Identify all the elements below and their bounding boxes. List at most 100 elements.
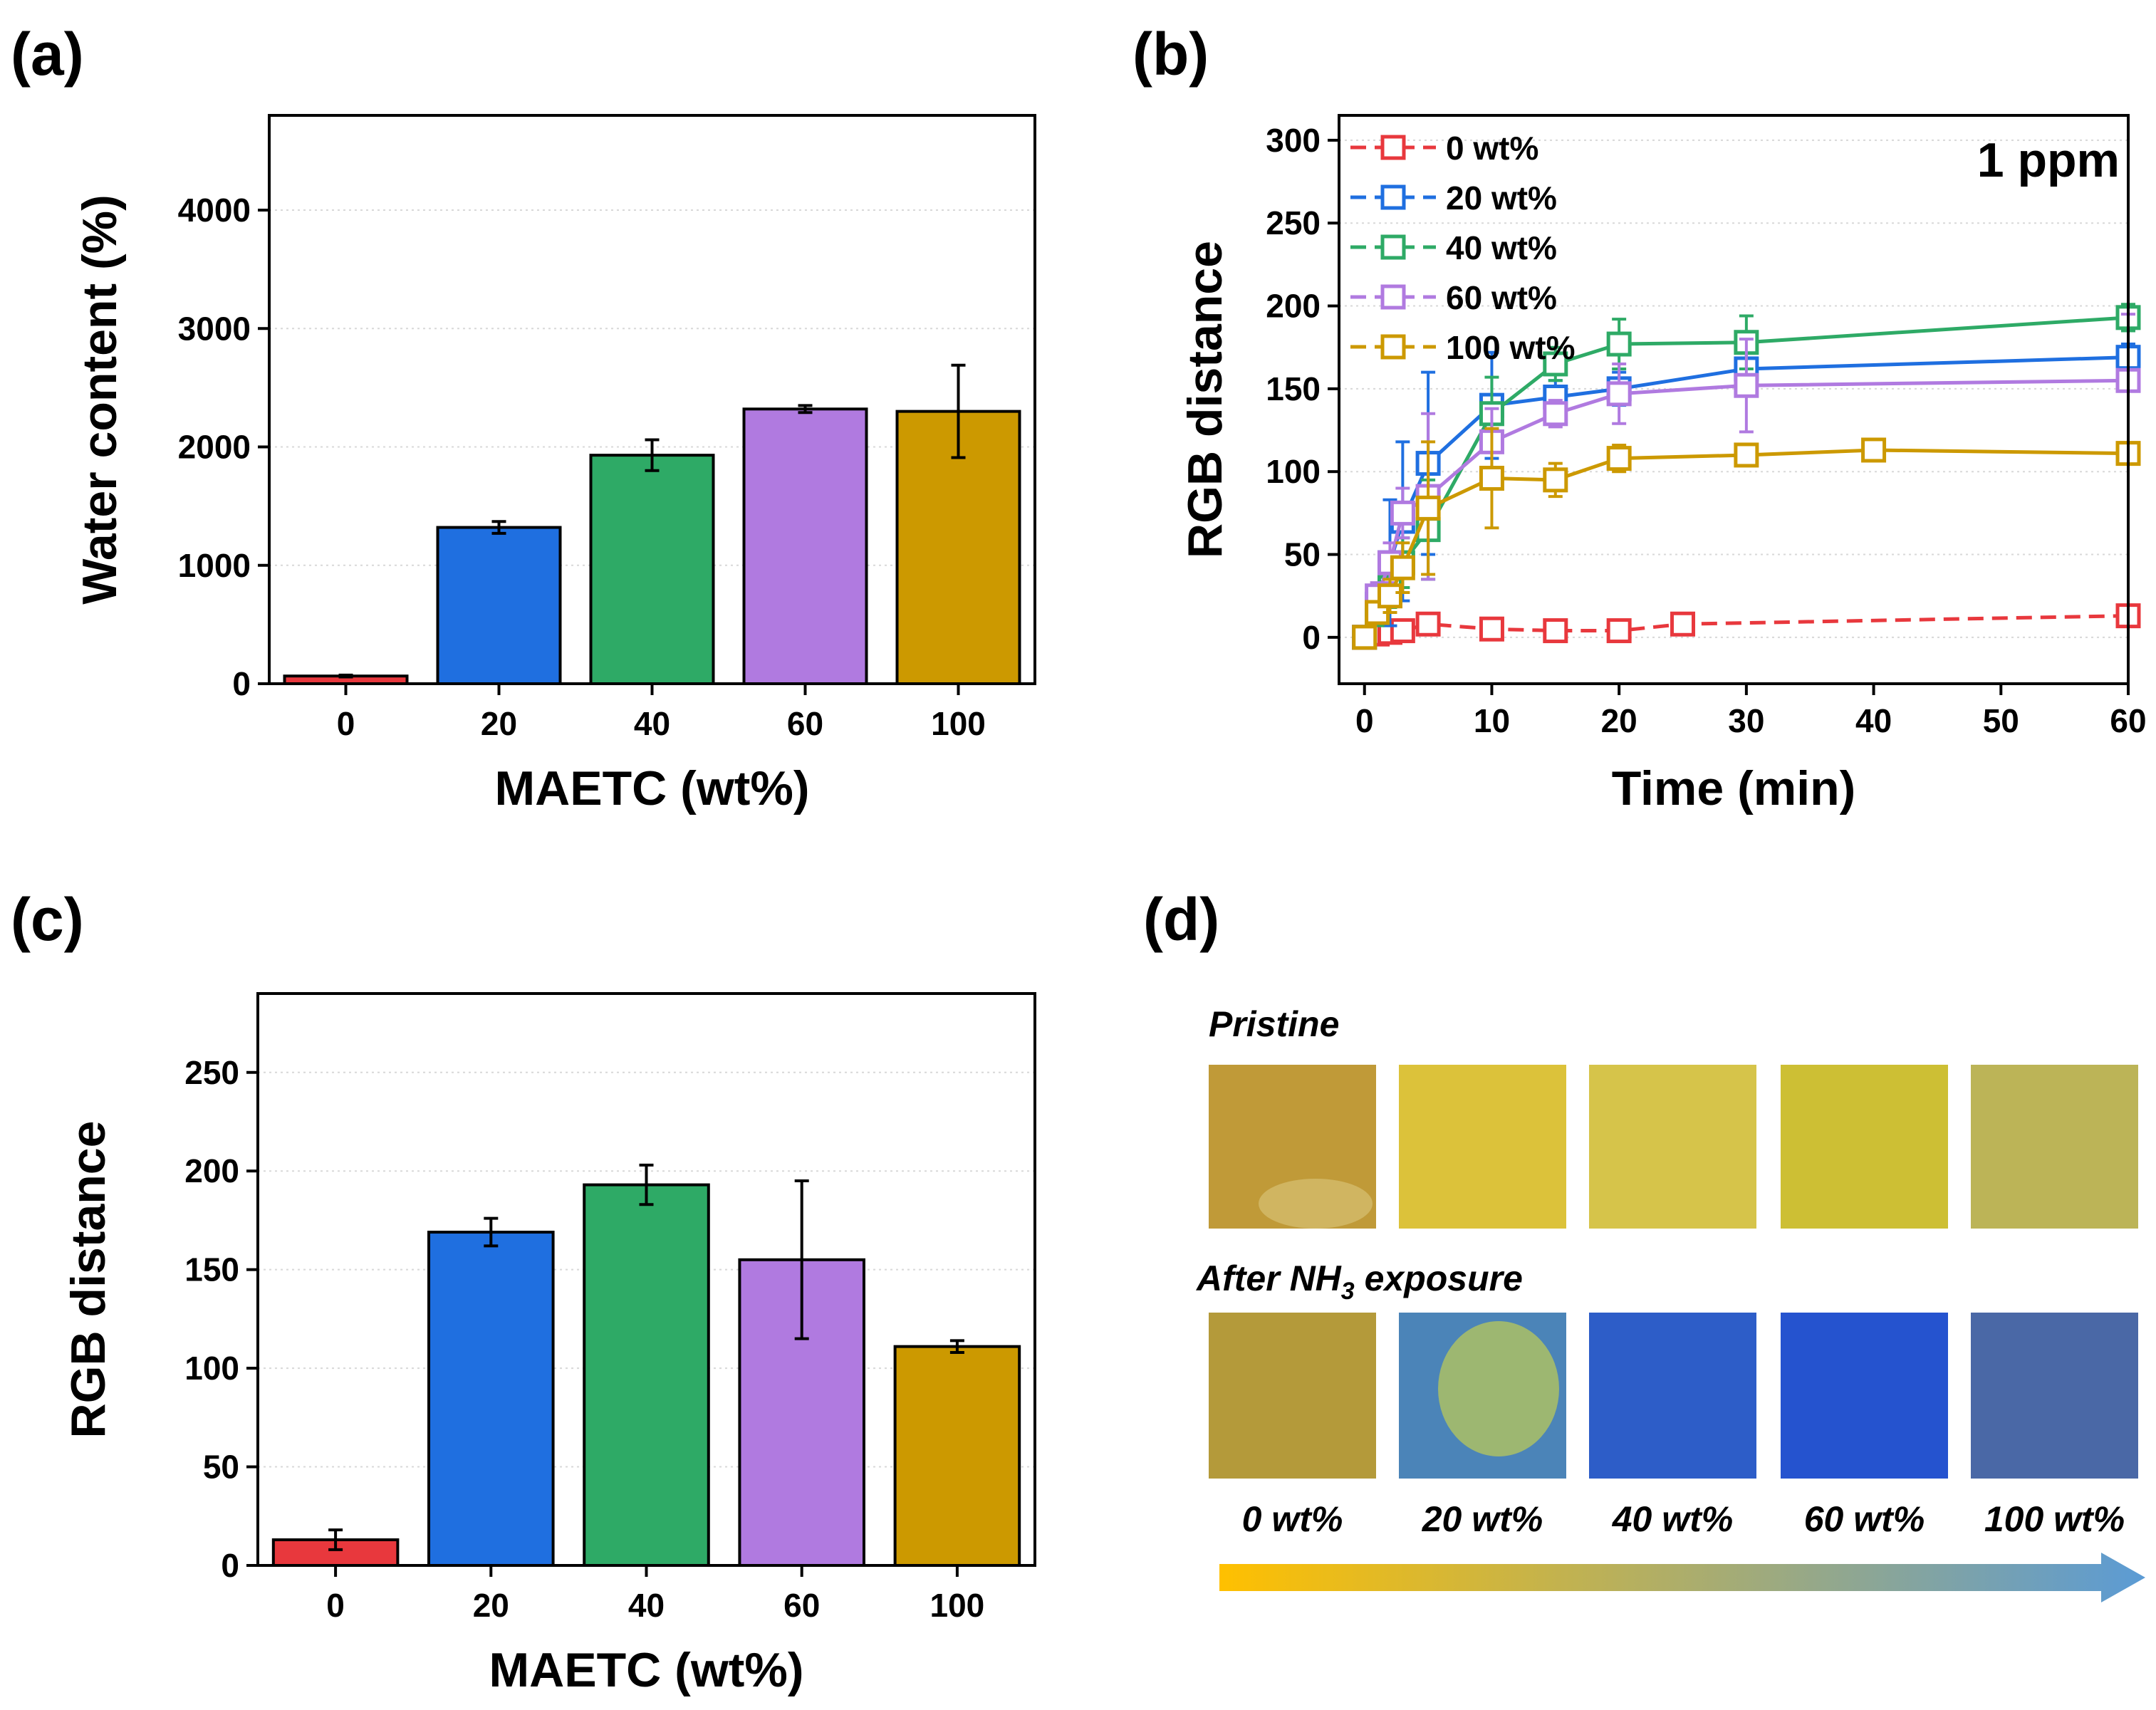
x-tick-label: 50 <box>1983 702 2019 739</box>
data-point <box>1479 466 1504 491</box>
y-tick-label: 150 <box>1266 370 1321 407</box>
exposed-sample-square <box>1781 1313 1948 1479</box>
exposed-sample-square <box>1971 1313 2138 1479</box>
y-tick-label: 300 <box>1266 122 1321 159</box>
bar <box>427 1231 555 1567</box>
chart-annotation: 1 ppm <box>1977 133 2120 187</box>
legend-marker <box>1380 135 1406 160</box>
legend-marker <box>1380 184 1406 210</box>
y-tick-label: 100 <box>1266 453 1321 490</box>
series-line <box>1363 448 2129 638</box>
x-tick-label: 40 <box>1855 702 1892 739</box>
x-tick-label: 0 <box>337 705 355 742</box>
panel-label-a: (a) <box>11 21 84 88</box>
y-tick-label: 200 <box>184 1152 239 1189</box>
after-label-sub: 3 <box>1341 1278 1355 1305</box>
data-point <box>1606 446 1632 471</box>
sample-label: 0 wt% <box>1242 1499 1343 1539</box>
gradient-arrow <box>1219 1553 2145 1602</box>
y-tick-label: 4000 <box>178 192 251 229</box>
sample-labels: 0 wt% 20 wt% 40 wt% 60 wt% 100 wt% <box>1242 1499 2125 1539</box>
data-point <box>1415 495 1441 521</box>
x-tick-label: 100 <box>930 1587 985 1624</box>
pristine-sample-square <box>1399 1065 1566 1229</box>
data-point <box>1479 616 1504 642</box>
bar <box>893 1345 1021 1567</box>
x-tick-label: 60 <box>783 1587 820 1624</box>
y-tick-label: 3000 <box>178 310 251 347</box>
data-point <box>1377 583 1402 609</box>
legend-label: 40 wt% <box>1446 229 1557 266</box>
legend-marker <box>1380 334 1406 360</box>
y-axis-label: RGB distance <box>61 1121 115 1439</box>
x-axis-label: MAETC (wt%) <box>489 1643 804 1697</box>
y-tick-label: 100 <box>184 1350 239 1387</box>
data-point <box>1606 381 1632 407</box>
plot-frame <box>268 114 1036 685</box>
plot-frame <box>1338 114 2130 685</box>
data-point <box>1543 618 1568 644</box>
legend-marker <box>1380 234 1406 260</box>
bar <box>583 1183 710 1567</box>
bar <box>436 526 562 685</box>
x-tick-label: 30 <box>1728 702 1764 739</box>
pristine-label: Pristine <box>1209 1004 1339 1044</box>
pristine-sample-square <box>1589 1065 1756 1229</box>
legend-label: 0 wt% <box>1446 130 1538 167</box>
sample-label: 60 wt% <box>1804 1499 1925 1539</box>
y-tick-label: 250 <box>1266 204 1321 241</box>
x-tick-label: 40 <box>628 1587 665 1624</box>
y-tick-label: 50 <box>203 1449 239 1486</box>
x-tick-label: 20 <box>473 1587 509 1624</box>
data-point <box>1390 500 1415 526</box>
x-tick-label: 0 <box>1355 702 1374 739</box>
y-tick-label: 200 <box>1266 288 1321 325</box>
y-tick-label: 0 <box>221 1547 239 1584</box>
data-point <box>1390 618 1415 644</box>
data-point <box>1543 401 1568 427</box>
plot-frame <box>256 992 1036 1567</box>
y-tick-label: 250 <box>184 1054 239 1091</box>
data-point <box>1606 618 1632 644</box>
data-point <box>1390 555 1415 580</box>
reflection-spot <box>1259 1179 1373 1229</box>
y-tick-label: 50 <box>1284 536 1321 573</box>
x-axis-label: MAETC (wt%) <box>495 761 810 815</box>
legend-label: 100 wt% <box>1446 329 1576 366</box>
y-tick-label: 0 <box>232 665 251 702</box>
legend-label: 60 wt% <box>1446 279 1557 316</box>
x-axis-label: Time (min) <box>1612 761 1856 815</box>
x-tick-label: 100 <box>931 705 986 742</box>
data-point <box>1861 437 1887 463</box>
x-tick-label: 20 <box>481 705 517 742</box>
photo-panel: Pristine After NH3 exposure 0 wt% 20 wt% 4… <box>1195 1004 2145 1602</box>
x-tick-label: 60 <box>2110 702 2146 739</box>
y-tick-label: 1000 <box>178 547 251 584</box>
x-tick-label: 0 <box>326 1587 345 1624</box>
exposed-sample-square <box>1589 1313 1756 1479</box>
after-exposure-label: After NH3 exposure <box>1195 1258 1523 1305</box>
unreacted-patch <box>1438 1321 1559 1456</box>
x-tick-label: 20 <box>1601 702 1637 739</box>
data-point <box>1415 611 1441 637</box>
y-tick-label: 150 <box>184 1251 239 1288</box>
data-point <box>1734 442 1759 468</box>
sample-label: 40 wt% <box>1612 1499 1734 1539</box>
x-tick-label: 40 <box>634 705 670 742</box>
after-label-main: After NH <box>1195 1258 1342 1298</box>
bar <box>589 454 715 685</box>
data-point <box>1543 467 1568 493</box>
panel-label-c: (c) <box>11 886 84 953</box>
legend-marker <box>1380 284 1406 310</box>
pristine-sample-square <box>1971 1065 2138 1229</box>
sample-label: 100 wt% <box>1984 1499 2125 1539</box>
y-axis-label: RGB distance <box>1178 241 1232 558</box>
sample-label: 20 wt% <box>1422 1499 1543 1539</box>
y-tick-label: 0 <box>1302 619 1321 656</box>
bar <box>742 407 868 685</box>
data-point <box>1543 351 1568 377</box>
data-point <box>1352 625 1378 650</box>
chart-rgb-vs-time: 0 50 100 150 200 250 300 0 10 20 30 40 50 60 Time (min… <box>1178 114 2147 815</box>
x-tick-label: 10 <box>1474 702 1510 739</box>
